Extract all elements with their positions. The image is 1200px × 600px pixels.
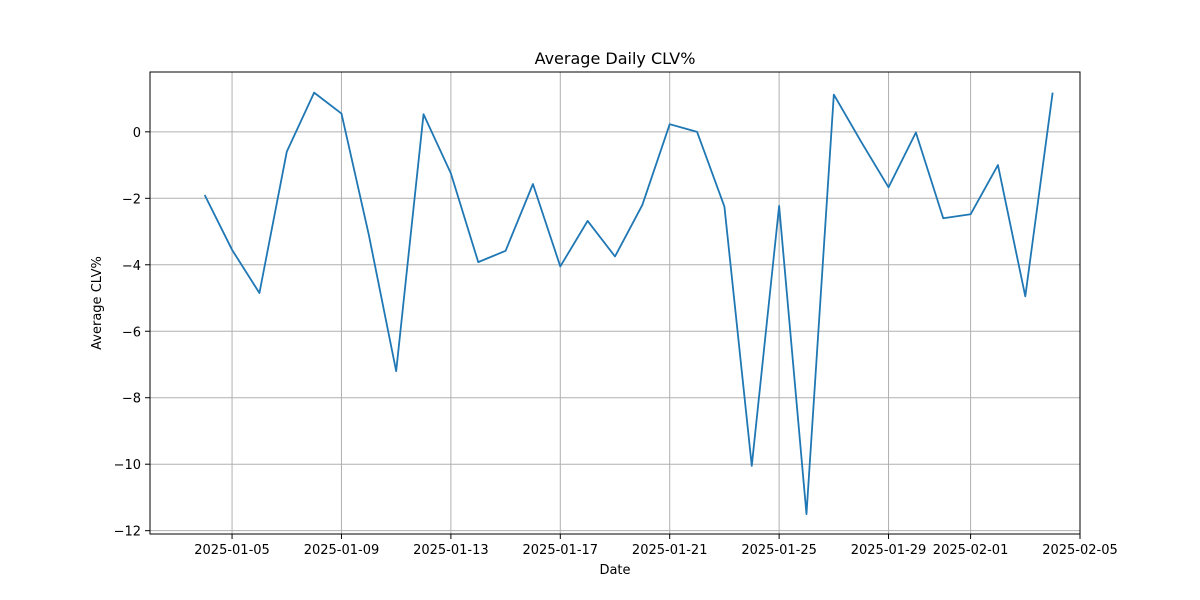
y-tick-label: 0 (133, 126, 141, 141)
x-tick-label: 2025-01-13 (413, 543, 489, 558)
series-layer (203, 91, 1054, 515)
x-tick-label: 2025-01-05 (194, 543, 270, 558)
x-tick-label: 2025-01-21 (632, 543, 708, 558)
y-tick-label: −4 (122, 259, 141, 274)
tick-layer: 2025-01-05 2025-01-09 2025-01-13 2025-01-17… (114, 126, 1118, 558)
y-tick-label: −8 (122, 392, 141, 407)
x-axis-title: Date (599, 563, 630, 578)
x-tick-label: 2025-01-29 (851, 543, 927, 558)
y-axis-title: Average CLV% (90, 256, 105, 350)
x-tick-label: 2025-01-17 (523, 543, 599, 558)
x-tick-label: 2025-02-05 (1042, 543, 1118, 558)
x-tick-label: 2025-01-09 (304, 543, 380, 558)
y-tick-label: −6 (122, 325, 141, 340)
plot-frame (149, 71, 1081, 535)
y-tick-label: −2 (122, 192, 141, 207)
series-line (203, 91, 1054, 515)
y-tick-label: −10 (114, 458, 141, 473)
x-tick-label: 2025-02-01 (933, 543, 1009, 558)
y-tick-label: −12 (114, 525, 141, 540)
chart-title: Average Daily CLV% (535, 49, 696, 68)
grid-layer (150, 72, 1081, 534)
x-tick-label: 2025-01-25 (741, 543, 817, 558)
